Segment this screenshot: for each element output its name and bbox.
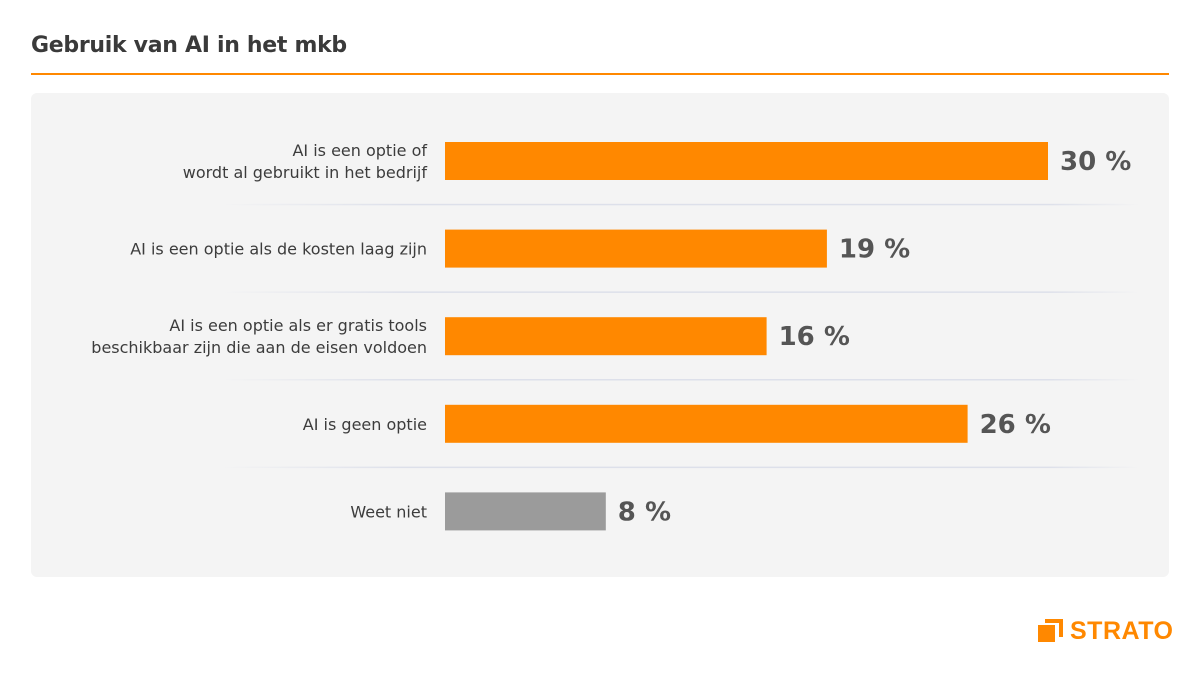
row-separator (220, 291, 1140, 293)
data-label: 30 % (1060, 147, 1131, 177)
data-label: 16 % (779, 322, 850, 352)
category-label: wordt al gebruikt in het bedrijf (183, 163, 428, 182)
row-separator (220, 466, 1140, 469)
category-label: AI is een optie als er gratis tools (169, 316, 427, 335)
bar (445, 142, 1048, 180)
category-label: AI is een optie of (292, 141, 427, 160)
bar (445, 229, 827, 268)
category-label: AI is geen optie (303, 415, 427, 434)
category-label: beschikbaar zijn die aan de eisen voldoe… (91, 338, 427, 357)
data-label: 19 % (839, 235, 910, 265)
bar (445, 404, 968, 443)
data-label: 8 % (618, 497, 671, 527)
category-label: Weet niet (350, 502, 427, 521)
bar (445, 492, 606, 531)
strato-logo-icon (1038, 618, 1064, 645)
chart-title: Gebruik van AI in het mkb (31, 33, 347, 58)
row-separator (220, 203, 1140, 206)
bar (445, 317, 767, 356)
logo-text: STRATO (1070, 617, 1174, 645)
row-separator (220, 379, 1140, 381)
strato-logo: STRATO (1038, 617, 1173, 646)
title-divider (31, 73, 1169, 75)
data-label: 26 % (980, 410, 1051, 440)
category-label: AI is een optie als de kosten laag zijn (130, 240, 427, 259)
